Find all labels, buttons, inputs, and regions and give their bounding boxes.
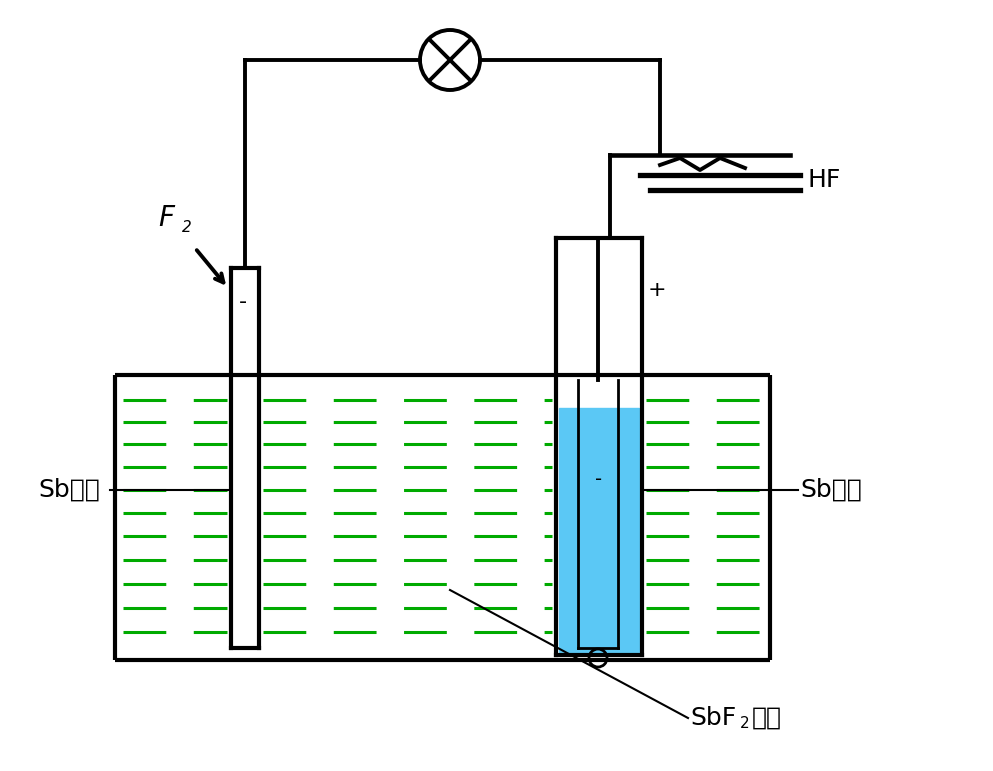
- Text: 2: 2: [740, 716, 750, 732]
- Bar: [559, 408, 639, 652]
- Text: HF: HF: [808, 168, 841, 192]
- Text: -: -: [239, 292, 247, 312]
- Text: +: +: [647, 280, 666, 300]
- Text: Sb电极: Sb电极: [800, 478, 862, 502]
- Text: 2: 2: [182, 221, 192, 235]
- Text: F: F: [158, 204, 174, 232]
- Text: Sb电极: Sb电极: [38, 478, 99, 502]
- Text: 溶液: 溶液: [752, 706, 782, 730]
- Text: SbF: SbF: [690, 706, 736, 730]
- Text: -: -: [596, 470, 603, 490]
